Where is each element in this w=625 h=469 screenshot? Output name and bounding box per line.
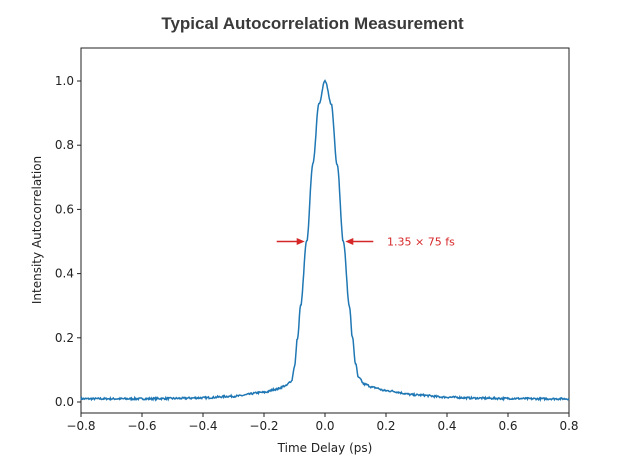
x-tick-label: −0.8 (66, 419, 95, 433)
y-axis-label: Intensity Autocorrelation (30, 156, 44, 304)
left-arrow-icon (296, 238, 305, 245)
chart-title: Typical Autocorrelation Measurement (161, 14, 464, 33)
y-tick-label: 0.6 (55, 202, 74, 216)
y-tick-label: 1.0 (55, 74, 74, 88)
fwhm-annotation: 1.35 × 75 fs (387, 236, 455, 249)
autocorrelation-trace (80, 79, 570, 403)
x-axis-label: Time Delay (ps) (277, 441, 373, 455)
x-tick-label: 0.0 (315, 419, 334, 433)
right-arrow-icon (345, 238, 354, 245)
x-tick-label: 0.2 (376, 419, 395, 433)
x-tick-label: −0.2 (249, 419, 278, 433)
axes-frame (80, 47, 570, 414)
x-tick-label: 0.8 (559, 419, 578, 433)
x-tick-label: −0.4 (188, 419, 217, 433)
x-tick-label: −0.6 (127, 419, 156, 433)
x-tick-label: 0.6 (498, 419, 517, 433)
y-tick-label: 0.0 (55, 395, 74, 409)
y-tick-label: 0.2 (55, 331, 74, 345)
y-tick-label: 0.8 (55, 138, 74, 152)
y-tick-label: 0.4 (55, 267, 74, 281)
x-tick-label: 0.4 (437, 419, 456, 433)
